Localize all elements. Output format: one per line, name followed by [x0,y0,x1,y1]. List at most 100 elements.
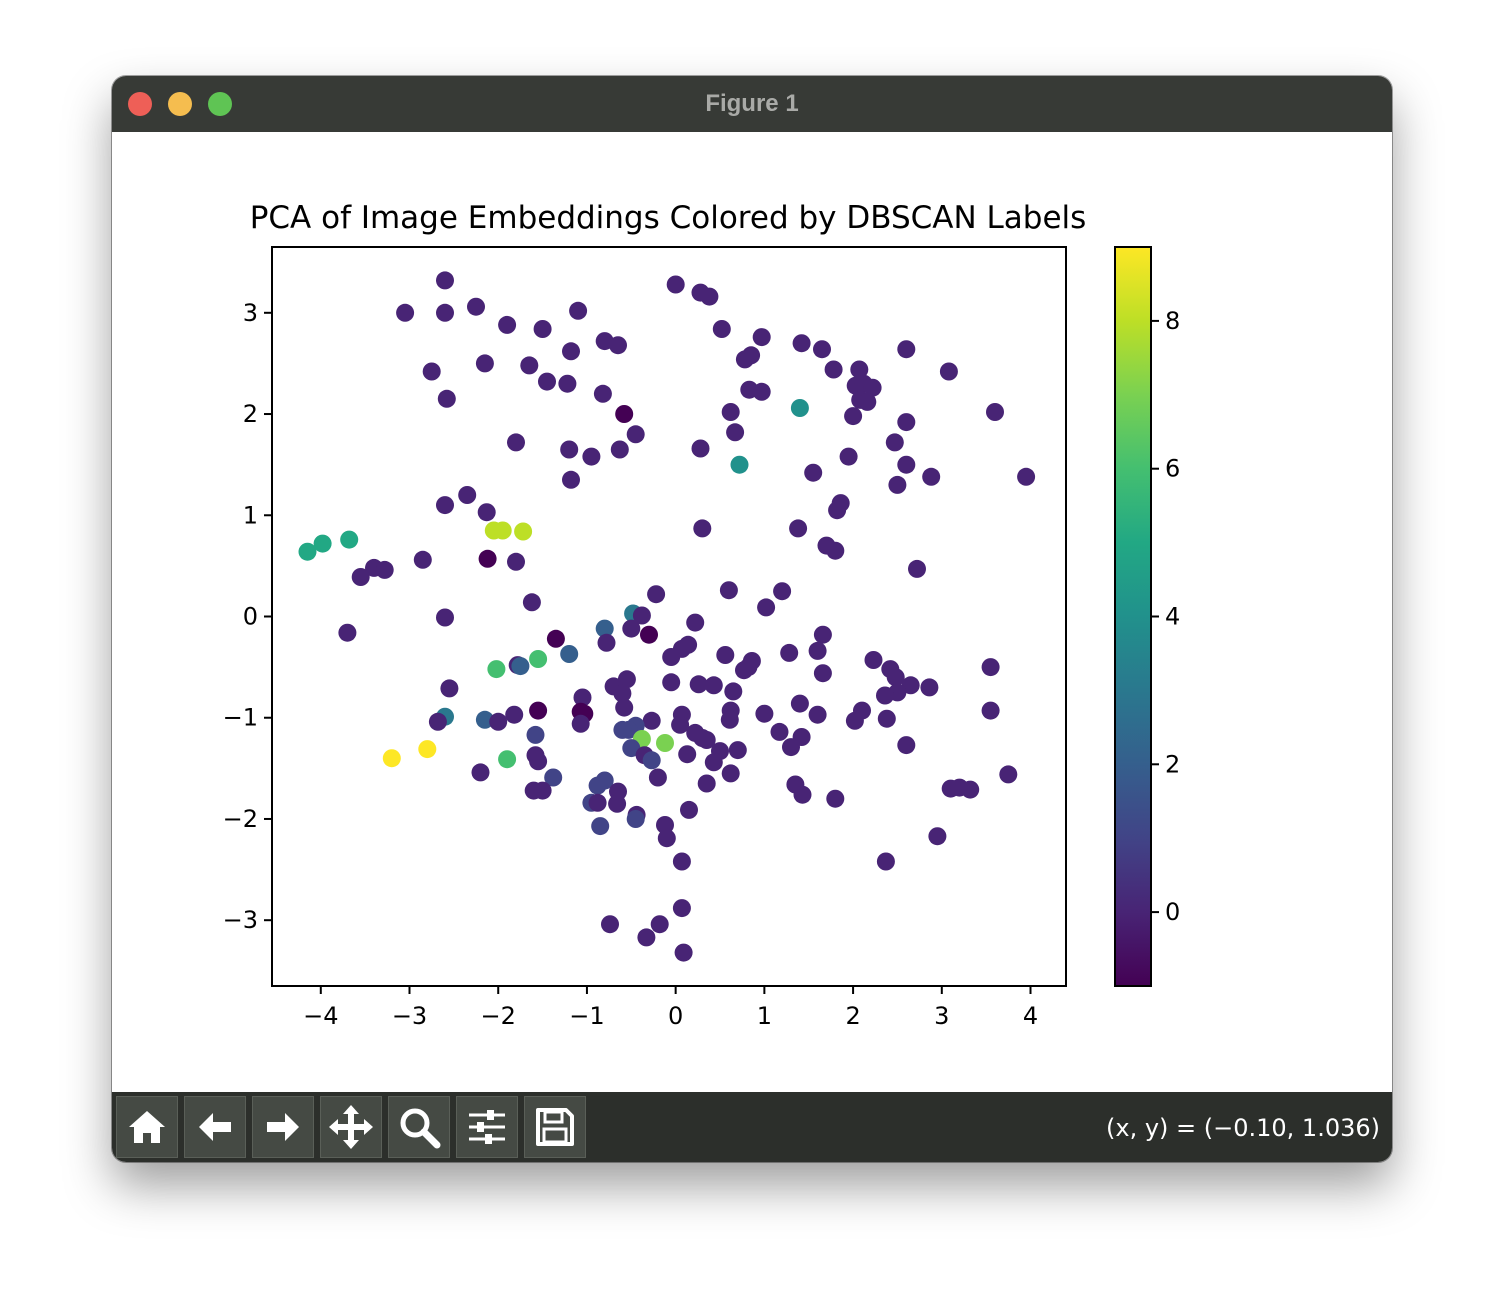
scatter-point [826,541,845,560]
y-tick-label: −3 [223,906,258,934]
scatter-point [697,774,716,793]
back-button[interactable] [184,1096,246,1158]
scatter-point [622,739,641,758]
cursor-coordinates: (x, y) = (−0.10, 1.036) [1106,1114,1380,1142]
scatter-point [697,731,716,749]
close-window-button[interactable] [128,92,152,116]
scatter-point [609,336,627,355]
scatter-point [338,623,357,642]
scatter-point [666,275,685,294]
colorbar-tick-label: 2 [1165,750,1180,778]
scatter-point [546,629,565,648]
scatter-point [375,560,394,579]
minimize-window-button[interactable] [168,92,192,116]
scatter-point [640,625,658,644]
x-axis: −4 −3 −2 −1 0 1 2 3 4 [303,986,1038,1030]
y-tick-label: 1 [243,501,258,529]
scatter-point [340,530,359,549]
colorbar [1114,246,1152,987]
scatter-point [671,715,690,734]
scatter-point [716,646,735,664]
scatter-point [520,356,539,375]
figure-canvas[interactable]: PCA of Image Embeddings Colored by DBSCA… [112,132,1392,1092]
scatter-point [544,768,563,787]
scatter-point [422,362,441,381]
scatter-point [693,519,712,538]
scatter-point [436,271,454,290]
scatter-point [615,405,634,423]
scatter-point [656,816,674,834]
scatter-point [656,734,674,752]
scatter-point [529,752,548,771]
save-button[interactable] [524,1096,586,1158]
scatter-point [632,606,651,625]
scatter-point [493,521,512,540]
scatter-point [876,686,894,705]
zoom-button[interactable] [388,1096,450,1158]
scatter-point [672,899,691,918]
scatter-point [529,650,548,668]
scatter-point [558,374,577,393]
scatter-point [689,675,708,694]
scatter-point [790,694,809,713]
configure-subplots-button[interactable] [456,1096,518,1158]
magnifier-icon [400,1108,441,1149]
scatter-point [467,297,485,316]
maximize-window-button[interactable] [208,92,232,116]
scatter-point [1017,467,1036,486]
scatter-point [863,378,882,397]
scatter-point [792,334,811,353]
scatter-point [505,705,524,724]
scatter-point [888,475,907,494]
scatter-point [626,810,645,828]
scatter-point [780,643,799,662]
scatter-point [897,340,916,359]
x-tick-label: −1 [569,1002,604,1030]
scatter-point [642,711,661,730]
scatter-point [735,661,753,680]
home-button[interactable] [116,1096,178,1158]
scatter-point [418,740,437,759]
scatter-point [686,613,705,632]
scatter-point [864,651,883,669]
scatter-point [458,486,477,504]
scatter-chart: PCA of Image Embeddings Colored by DBSCA… [223,200,1181,1030]
scatter-point [588,793,607,812]
scatter-point [886,668,905,687]
scatter-point [522,593,541,612]
scatter-point [700,287,719,306]
scatter-point [487,660,506,679]
pan-button[interactable] [320,1096,382,1158]
scatter-point [999,765,1018,784]
scatter-point [858,392,877,411]
scatter-point [489,712,508,731]
scatter-point [608,794,627,813]
scatter-point [440,679,459,698]
scatter-point [704,676,723,695]
scatter-point [928,827,947,846]
colorbar-tick-label: 0 [1165,898,1180,926]
scatter-point [790,399,809,417]
scatter-point [637,928,656,947]
scatter-point [839,447,858,466]
scatter-point [826,789,845,808]
chart-title: PCA of Image Embeddings Colored by DBSCA… [250,200,1087,236]
y-axis: −3 −2 −1 0 1 2 3 [223,299,272,934]
scatter-point [672,852,691,871]
scatter-point [981,658,1000,677]
scatter-point [436,608,454,627]
scatter-point [721,764,740,783]
scatter-point [593,384,612,403]
x-tick-label: 3 [934,1002,949,1030]
x-tick-label: 2 [845,1002,860,1030]
scatter-point [986,403,1004,421]
scatter-point [498,315,517,334]
home-icon [129,1111,165,1143]
scatter-point [507,552,525,571]
scatter-point [648,768,667,787]
scatter-point [897,413,916,432]
scatter-point [845,711,864,730]
scatter-point [726,423,745,442]
scatter-point [850,360,869,379]
forward-button[interactable] [252,1096,314,1158]
